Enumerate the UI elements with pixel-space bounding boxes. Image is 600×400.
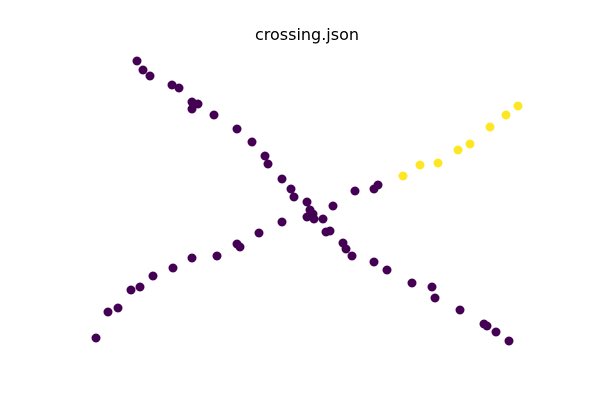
data-point-s0-53 (373, 180, 383, 190)
data-point-s0-33 (482, 321, 492, 331)
data-point-s1-4 (465, 139, 475, 149)
data-point-s0-24 (341, 244, 351, 254)
data-point-s0-12 (263, 159, 273, 169)
data-point-s0-2 (145, 71, 155, 81)
data-point-s0-26 (369, 257, 379, 267)
data-point-s0-34 (491, 327, 501, 337)
data-point-s0-43 (187, 253, 197, 263)
data-point-s0-10 (247, 137, 257, 147)
data-point-s0-16 (302, 197, 312, 207)
data-point-s0-19 (309, 214, 319, 224)
data-point-s0-41 (148, 271, 158, 281)
data-point-s1-2 (433, 158, 443, 168)
data-point-s1-0 (398, 171, 408, 181)
data-point-s0-30 (430, 293, 440, 303)
data-point-s0-11 (260, 151, 270, 161)
data-point-s0-36 (91, 333, 101, 343)
data-point-s0-46 (235, 242, 245, 252)
data-point-s0-39 (126, 285, 136, 295)
data-point-s1-7 (513, 101, 523, 111)
data-point-s0-50 (328, 201, 338, 211)
data-point-s0-13 (277, 174, 287, 184)
data-point-s0-51 (350, 186, 360, 196)
chart-title: crossing.json (255, 25, 359, 44)
data-point-s0-25 (347, 251, 357, 261)
data-point-s0-37 (103, 307, 113, 317)
data-point-s0-27 (382, 265, 392, 275)
data-point-s0-38 (113, 303, 123, 313)
data-point-s0-1 (138, 65, 148, 75)
data-point-s0-42 (168, 263, 178, 273)
data-point-s1-1 (415, 160, 425, 170)
data-point-s0-6 (193, 99, 203, 109)
data-point-s0-15 (289, 192, 299, 202)
data-point-s0-4 (174, 83, 184, 93)
data-point-s0-7 (187, 104, 197, 114)
data-point-s0-29 (427, 282, 437, 292)
data-point-s0-3 (167, 80, 177, 90)
data-points (91, 56, 523, 346)
data-point-s0-49 (302, 212, 312, 222)
data-point-s0-0 (132, 56, 142, 66)
data-point-s1-6 (501, 110, 511, 120)
data-point-s1-5 (485, 122, 495, 132)
data-point-s0-20 (318, 214, 328, 224)
data-point-s1-3 (453, 145, 463, 155)
data-point-s0-22 (325, 226, 335, 236)
data-point-s0-40 (135, 282, 145, 292)
data-point-s0-9 (232, 124, 242, 134)
data-point-s0-35 (504, 336, 514, 346)
data-point-s0-44 (212, 251, 222, 261)
data-point-s0-48 (277, 217, 287, 227)
data-point-s0-28 (407, 278, 417, 288)
data-point-s0-14 (286, 184, 296, 194)
data-point-s0-31 (455, 305, 465, 315)
data-point-s0-8 (209, 110, 219, 120)
data-point-s0-47 (254, 228, 264, 238)
